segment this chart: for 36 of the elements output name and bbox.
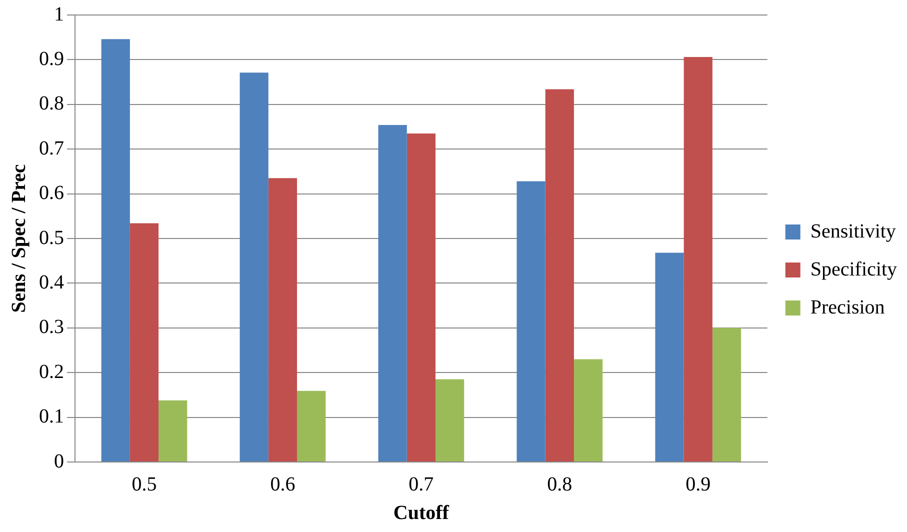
bar	[574, 359, 603, 462]
y-tick-label: 0.2	[39, 360, 64, 383]
y-tick-label: 0.3	[39, 316, 64, 338]
y-tick-label: 0.5	[39, 226, 64, 249]
y-tick-label: 0.8	[39, 92, 64, 115]
bar	[158, 400, 188, 462]
bar	[712, 328, 742, 462]
bar	[684, 57, 712, 462]
bar	[378, 124, 407, 462]
x-tick-label: 0.9	[686, 473, 711, 496]
x-axis-title: Cutoff	[393, 502, 450, 524]
y-tick-label: 0.6	[39, 182, 64, 204]
x-tick-label: 0.6	[270, 473, 296, 496]
bar	[435, 379, 464, 462]
bar	[268, 178, 298, 462]
bar	[516, 181, 546, 462]
bar	[655, 252, 684, 462]
legend-label: Sensitivity	[810, 220, 896, 242]
y-tick-label: 0.9	[39, 48, 64, 70]
legend-label: Specificity	[810, 258, 897, 280]
bar	[545, 89, 574, 462]
y-tick-label: 0.4	[39, 271, 64, 294]
legend-label: Precision	[810, 296, 885, 318]
y-tick-label: 0.1	[39, 406, 64, 428]
y-tick-label: 0.7	[39, 137, 64, 160]
x-tick-label: 0.7	[408, 473, 434, 496]
bar	[240, 72, 268, 462]
bar	[297, 390, 326, 462]
bar	[101, 39, 130, 462]
x-tick-label: 0.5	[132, 473, 157, 496]
y-axis-title: Sens / Spec / Prec	[8, 164, 30, 313]
bar	[130, 223, 159, 462]
y-tick-label: 1	[54, 3, 64, 26]
bar	[406, 133, 436, 462]
y-tick-label: 0	[54, 450, 64, 472]
x-tick-label: 0.8	[547, 473, 572, 496]
